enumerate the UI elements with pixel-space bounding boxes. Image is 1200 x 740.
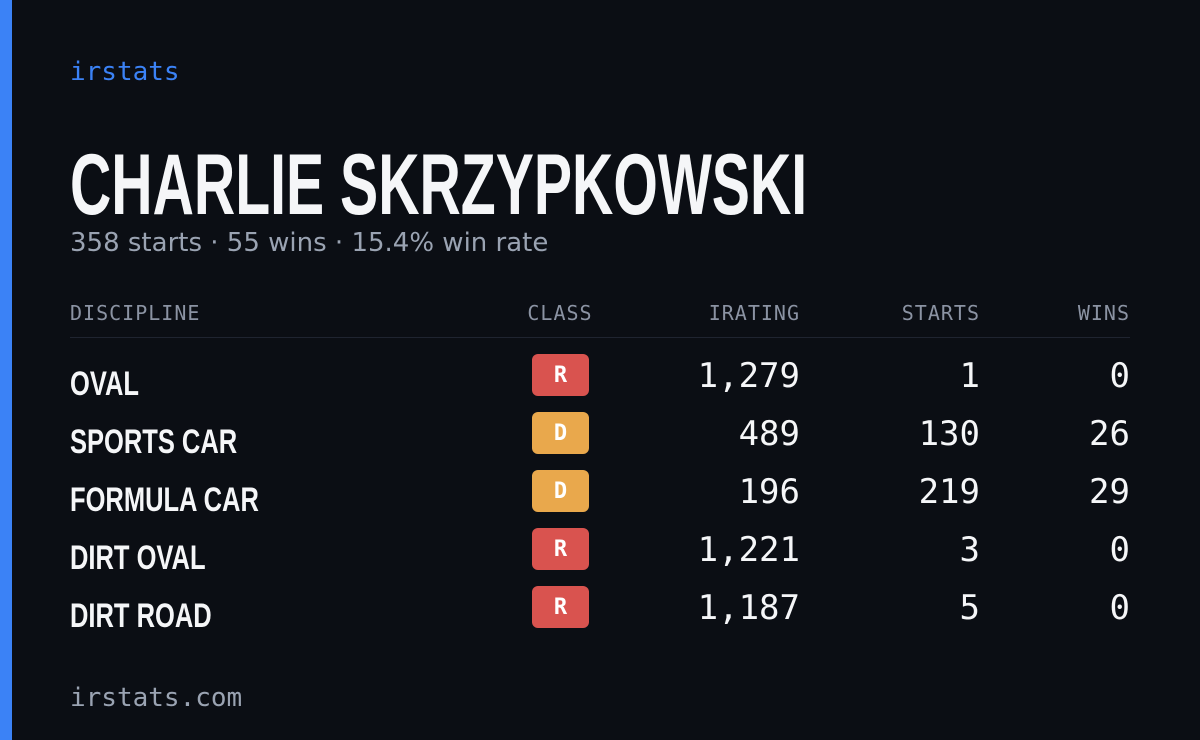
stat-value: 1,221 xyxy=(697,530,800,570)
column-header: IRATING xyxy=(708,301,800,325)
accent-bar xyxy=(0,0,12,740)
discipline: DIRT ROAD xyxy=(70,597,212,635)
stat-value: 130 xyxy=(918,414,980,454)
discipline: OVAL xyxy=(70,365,139,403)
column-header: CLASS xyxy=(527,301,593,325)
stat-value: 1,187 xyxy=(697,588,800,628)
stat-value: 29 xyxy=(1089,472,1130,512)
stat-value: 196 xyxy=(738,472,800,512)
class-badge: D xyxy=(532,412,589,454)
discipline: DIRT OVAL xyxy=(70,539,206,577)
stat-value: 26 xyxy=(1089,414,1130,454)
player-name: CHARLIE SKRZYPKOWSKI xyxy=(70,137,808,233)
class-badge: R xyxy=(532,586,589,628)
column-header: WINS xyxy=(1077,301,1130,325)
discipline: SPORTS CAR xyxy=(70,423,238,461)
class-badge: D xyxy=(532,470,589,512)
stat-value: 1,279 xyxy=(697,356,800,396)
class-badge: R xyxy=(532,354,589,396)
stat-value: 5 xyxy=(959,588,980,628)
stat-value: 0 xyxy=(1109,356,1130,396)
stat-value: 219 xyxy=(918,472,980,512)
discipline: FORMULA CAR xyxy=(70,481,259,519)
column-header: DISCIPLINE xyxy=(70,301,201,325)
brand: irstats xyxy=(70,57,180,87)
column-header: STARTS xyxy=(901,301,980,325)
header-rule xyxy=(70,337,1130,338)
stat-value: 0 xyxy=(1109,588,1130,628)
stat-value: 0 xyxy=(1109,530,1130,570)
stat-value: 1 xyxy=(959,356,980,396)
footer: irstats.com xyxy=(70,683,243,713)
stat-value: 489 xyxy=(738,414,800,454)
summary: 358 starts · 55 wins · 15.4% win rate xyxy=(70,228,549,258)
class-badge: R xyxy=(532,528,589,570)
stat-value: 3 xyxy=(959,530,980,570)
